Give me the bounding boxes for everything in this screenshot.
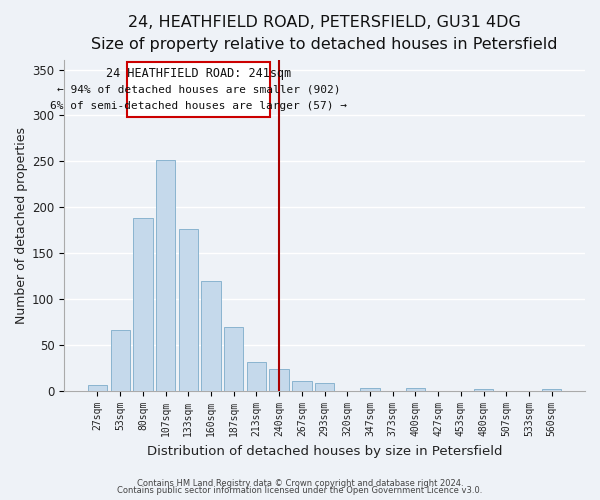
Text: 6% of semi-detached houses are larger (57) →: 6% of semi-detached houses are larger (5… (50, 102, 347, 112)
Bar (361, 388, 380, 391)
Y-axis label: Number of detached properties: Number of detached properties (15, 128, 28, 324)
X-axis label: Distribution of detached houses by size in Petersfield: Distribution of detached houses by size … (147, 444, 502, 458)
Bar (542, 390, 562, 391)
Bar (202, 281, 221, 391)
Text: 24 HEATHFIELD ROAD: 241sqm: 24 HEATHFIELD ROAD: 241sqm (106, 66, 291, 80)
Bar (179, 228, 198, 391)
Bar (156, 160, 175, 391)
Text: Contains public sector information licensed under the Open Government Licence v3: Contains public sector information licen… (118, 486, 482, 495)
Text: ← 94% of detached houses are smaller (902): ← 94% of detached houses are smaller (90… (57, 84, 340, 94)
Bar (133, 218, 152, 391)
Bar (247, 362, 266, 391)
Text: Contains HM Land Registry data © Crown copyright and database right 2024.: Contains HM Land Registry data © Crown c… (137, 478, 463, 488)
Bar (88, 385, 107, 391)
Bar (315, 383, 334, 391)
Bar (110, 330, 130, 391)
Bar (269, 369, 289, 391)
Bar (474, 390, 493, 391)
Bar (292, 381, 311, 391)
FancyBboxPatch shape (127, 62, 270, 118)
Bar (224, 327, 244, 391)
Title: 24, HEATHFIELD ROAD, PETERSFIELD, GU31 4DG
Size of property relative to detached: 24, HEATHFIELD ROAD, PETERSFIELD, GU31 4… (91, 15, 558, 52)
Bar (406, 388, 425, 391)
